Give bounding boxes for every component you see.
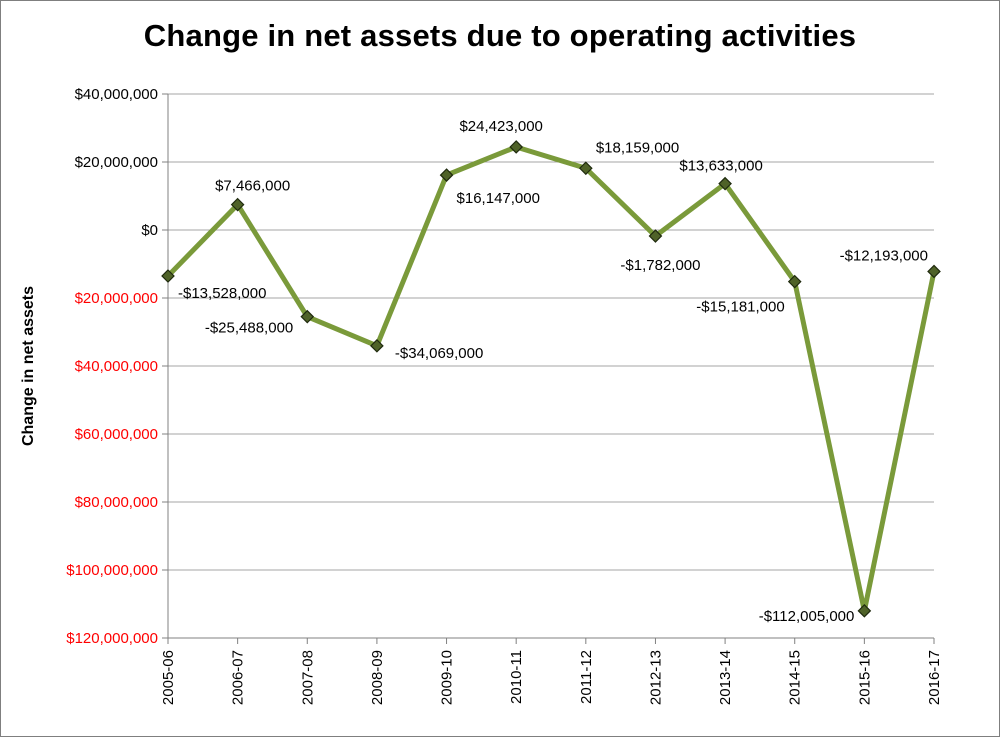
x-tick-label: 2014-15 [787,650,804,705]
chart-title: Change in net assets due to operating ac… [143,18,857,53]
x-tick-label: 2008-09 [369,650,386,705]
x-tick-label: 2012-13 [647,650,664,705]
data-point [370,338,384,353]
y-tick-label: $100,000,000 [66,562,158,579]
x-tick-label: 2016-17 [926,650,943,705]
data-label: -$25,488,000 [205,320,293,337]
y-tick-labels: $40,000,000 $20,000,000 $0 $20,000,000 $40,0… [66,86,158,647]
data-point [578,161,593,176]
x-tick-label: 2010-11 [508,650,525,704]
y-tick-label: $60,000,000 [75,426,158,443]
data-label: $18,159,000 [596,139,679,156]
data-label: -$15,181,000 [696,299,784,316]
y-tick-label: $120,000,000 [66,630,158,647]
data-labels: -$13,528,000 $7,466,000 -$25,488,000 -$34,0… [178,118,928,625]
data-point [718,176,732,191]
data-label: -$112,005,000 [759,608,855,625]
data-point [509,140,524,154]
data-label: $16,147,000 [457,190,540,207]
data-label: $7,466,000 [215,178,290,195]
data-point [857,603,872,618]
data-point [161,269,175,283]
x-tick-label: 2005-06 [160,650,177,705]
data-label: $13,633,000 [679,158,762,175]
x-tick-label: 2015-16 [856,650,873,705]
gridlines [168,93,934,639]
data-point [648,229,663,243]
data-point [787,274,802,289]
x-tick-labels: 2005-06 2006-07 2007-08 2008-09 2009-10 2010-… [160,650,943,705]
y-tick-label: $40,000,000 [75,358,158,375]
x-tick-label: 2006-07 [230,650,247,705]
y-tick-label: $20,000,000 [75,154,158,171]
y-axis-label: Change in net assets [20,286,37,446]
y-tick-label: $20,000,000 [75,290,158,307]
series [161,140,941,618]
y-tick-label: $80,000,000 [75,494,158,511]
x-tick-label: 2009-10 [439,650,456,705]
axes [162,93,935,644]
data-label: -$1,782,000 [620,257,700,274]
data-point [439,168,454,182]
data-point [230,197,245,212]
series-line [165,144,937,614]
x-tick-label: 2007-08 [299,650,316,705]
x-tick-label: 2011-12 [578,650,595,704]
data-point [927,264,941,279]
y-tick-label: $0 [141,222,158,239]
data-label: $24,423,000 [459,118,542,135]
data-label: -$12,193,000 [840,247,928,264]
data-label: -$34,069,000 [395,345,483,362]
y-tick-label: $40,000,000 [75,86,158,103]
data-label: -$13,528,000 [178,285,266,302]
data-point [300,309,315,324]
x-tick-label: 2013-14 [717,650,734,705]
